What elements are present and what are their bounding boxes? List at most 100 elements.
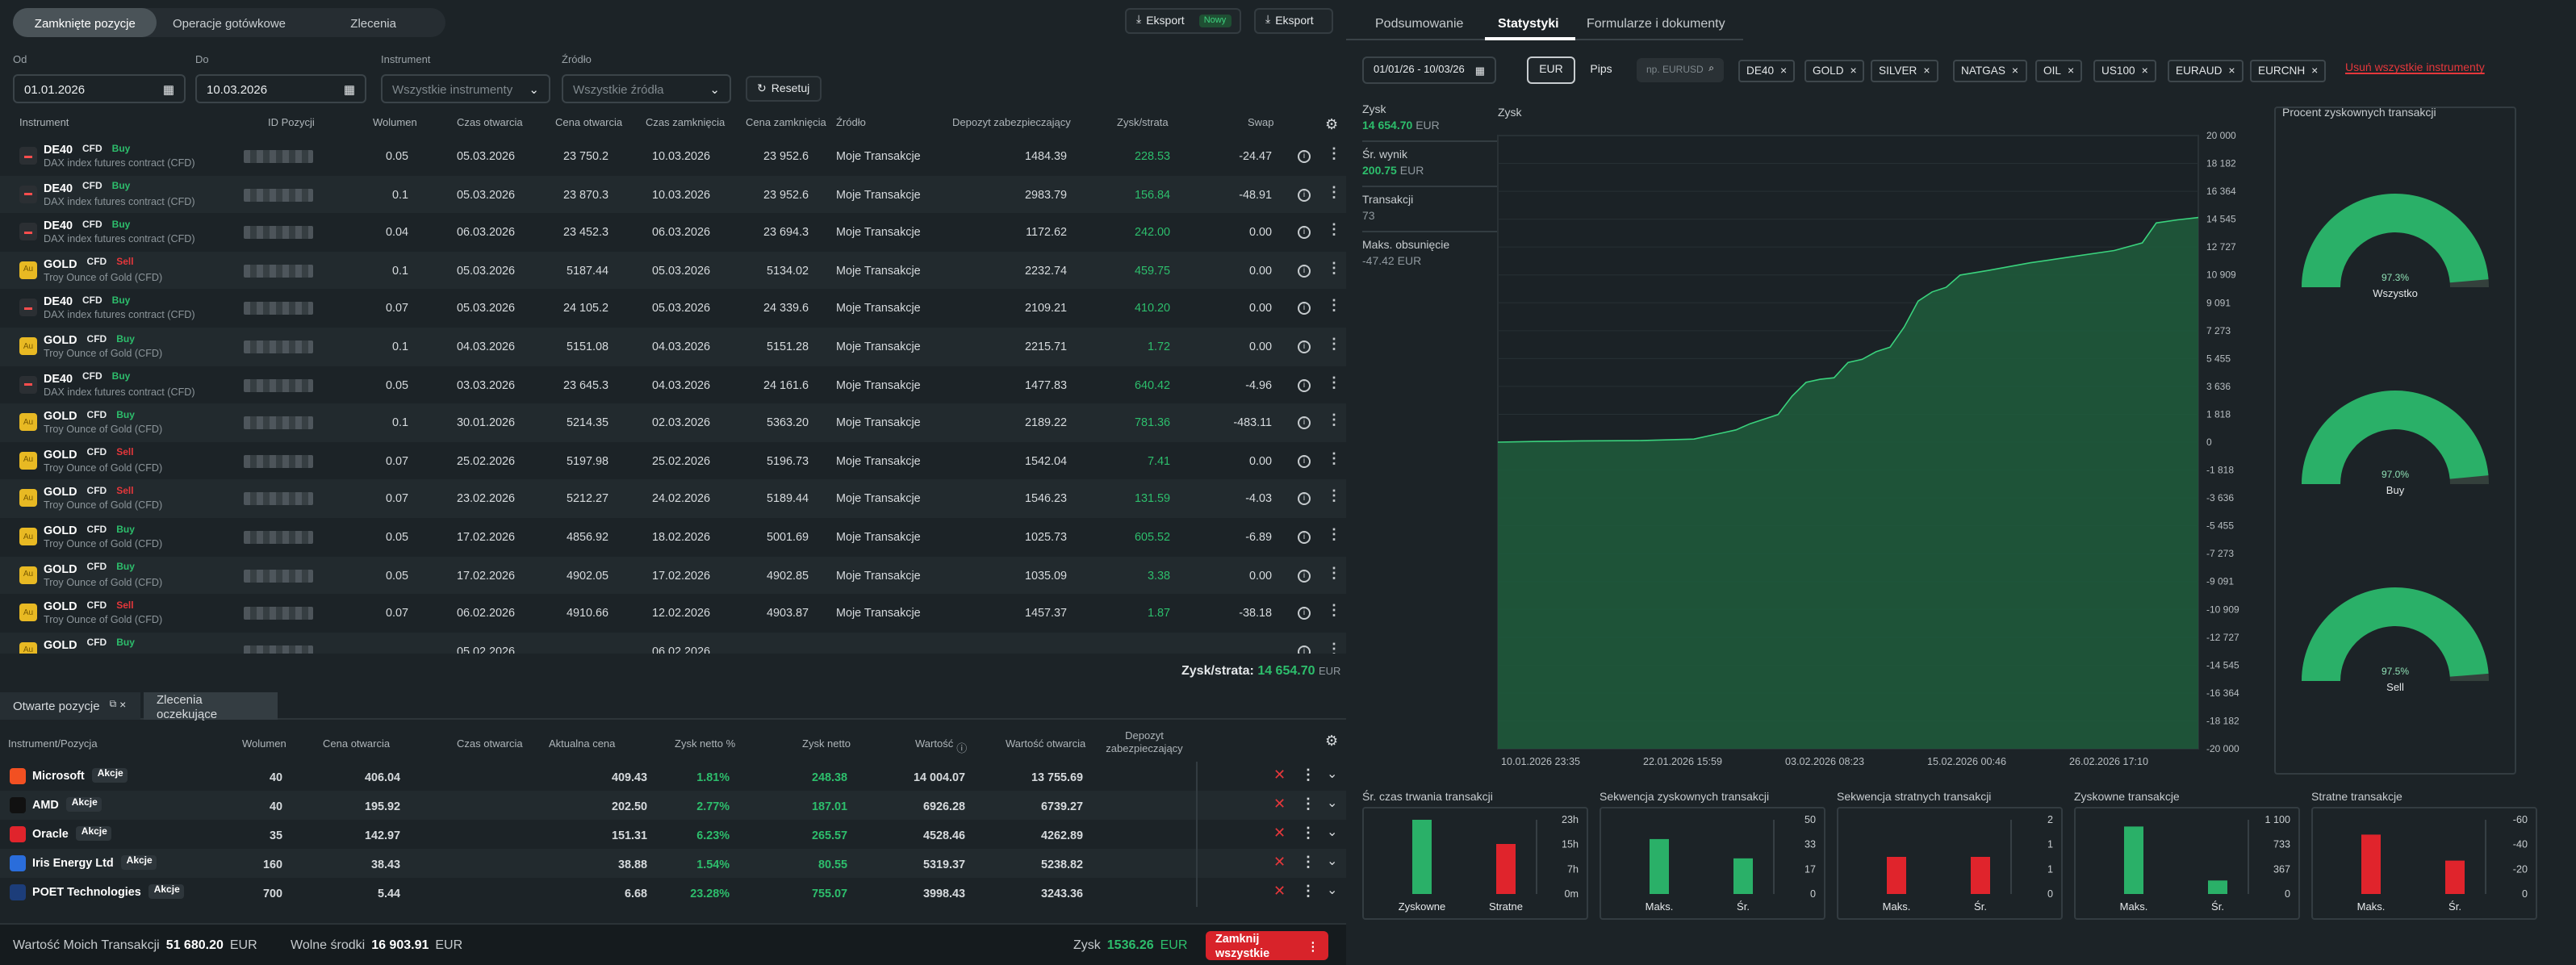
date-to-field[interactable]: 10.03.2026 ▦: [195, 74, 366, 103]
instrument-chip[interactable]: DE40 ×: [1738, 60, 1796, 82]
table-row[interactable]: ▬ DE40 CFD Buy DAX index futures contract (C…: [0, 137, 1346, 175]
remove-all-instruments-link[interactable]: Usuń wszystkie instrumenty: [2345, 63, 2485, 74]
more-icon[interactable]: ⋮: [1301, 767, 1315, 783]
tab-summary[interactable]: Podsumowanie: [1375, 16, 1464, 31]
remove-chip-icon[interactable]: ×: [2311, 65, 2319, 77]
close-position-icon[interactable]: ✕: [1273, 825, 1286, 841]
instrument-chip[interactable]: OIL ×: [2035, 60, 2083, 82]
more-icon[interactable]: ⋮: [1301, 825, 1315, 841]
unit-eur-button[interactable]: EUR: [1527, 56, 1575, 84]
instrument-chip[interactable]: US100 ×: [2093, 60, 2156, 82]
reset-button[interactable]: ↻ Resetuj: [746, 76, 822, 102]
info-icon[interactable]: i: [1298, 302, 1311, 315]
table-row[interactable]: Au GOLD CFD Buy Troy Ounce of Gold (CFD) 0.1 3…: [0, 403, 1346, 442]
table-row[interactable]: Au GOLD CFD Buy Troy Ounce of Gold (CFD) 0.1 0…: [0, 328, 1346, 366]
close-position-icon[interactable]: ✕: [1273, 796, 1286, 812]
instrument-chip[interactable]: SILVER ×: [1871, 60, 1938, 82]
more-icon[interactable]: ⋮: [1327, 145, 1341, 161]
source-select[interactable]: Wszystkie źródła ⌄: [562, 74, 731, 103]
more-icon[interactable]: ⋮: [1327, 640, 1341, 654]
more-icon[interactable]: ⋮: [1327, 297, 1341, 314]
tab-pending-orders[interactable]: Zlecenia oczekujące: [144, 691, 278, 721]
table-row[interactable]: Au GOLD CFD Sell Troy Ounce of Gold (CFD) 0.0…: [0, 594, 1346, 632]
unit-pips-button[interactable]: Pips: [1590, 65, 1612, 76]
remove-chip-icon[interactable]: ×: [1780, 65, 1788, 77]
chevron-down-icon[interactable]: ⌄: [1327, 854, 1338, 868]
info-icon[interactable]: i: [1298, 607, 1311, 620]
open-position-row[interactable]: Oracle Akcje 35 142.97 151.31 6.23% 265.57 4528…: [0, 820, 1346, 849]
detach-icon[interactable]: ⧉: [109, 700, 117, 710]
table-row[interactable]: Au GOLD CFD Buy Troy Ounce of Gold (CFD) 0.05…: [0, 518, 1346, 556]
close-position-icon[interactable]: ✕: [1273, 767, 1286, 783]
instrument-chip[interactable]: NATGAS ×: [1953, 60, 2027, 82]
info-icon[interactable]: i: [1298, 150, 1311, 163]
table-row[interactable]: Au GOLD CFD Buy 05.02.2026 06.02.2026 i ⋮: [0, 632, 1346, 654]
remove-chip-icon[interactable]: ×: [1923, 65, 1930, 77]
date-range-field[interactable]: 01/01/26 - 10/03/26 ▦: [1362, 56, 1496, 84]
more-icon[interactable]: ⋮: [1327, 526, 1341, 542]
more-icon[interactable]: ⋮: [1327, 259, 1341, 276]
info-icon[interactable]: i: [1298, 226, 1311, 240]
info-icon[interactable]: i: [1298, 416, 1311, 430]
close-position-icon[interactable]: ✕: [1273, 854, 1286, 870]
date-from-field[interactable]: 01.01.2026 ▦: [13, 74, 186, 103]
tab-forms-documents[interactable]: Formularze i dokumenty: [1587, 16, 1725, 31]
more-icon[interactable]: ⋮: [1327, 564, 1341, 581]
info-icon[interactable]: i: [1298, 645, 1311, 654]
more-icon[interactable]: ⋮: [1301, 883, 1315, 899]
tab-orders[interactable]: Zlecenia: [350, 15, 396, 30]
more-icon[interactable]: ⋮: [1327, 411, 1341, 428]
tab-statistics[interactable]: Statystyki: [1498, 16, 1559, 31]
table-row[interactable]: Au GOLD CFD Sell Troy Ounce of Gold (CFD) 0.0…: [0, 479, 1346, 518]
table-row[interactable]: ▬ DE40 CFD Buy DAX index futures contract (C…: [0, 213, 1346, 251]
instrument-search-input[interactable]: np. EURUSD ⌕: [1637, 58, 1724, 82]
info-icon[interactable]: i: [1298, 188, 1311, 202]
table-row[interactable]: ▬ DE40 CFD Buy DAX index futures contract (C…: [0, 366, 1346, 403]
table-row[interactable]: ▬ DE40 CFD Buy DAX index futures contract (C…: [0, 290, 1346, 328]
export-new-button[interactable]: ⤓ Eksport Nowy: [1125, 8, 1241, 34]
open-position-row[interactable]: POET Technologies Akcje 700 5.44 6.68 23.28% 7…: [0, 878, 1346, 907]
info-icon[interactable]: i: [1298, 454, 1311, 468]
remove-chip-icon[interactable]: ×: [2141, 65, 2148, 77]
tab-open-positions[interactable]: Otwarte pozycje ⧉ ×: [0, 692, 140, 720]
close-position-icon[interactable]: ✕: [1273, 883, 1286, 899]
more-icon[interactable]: ⋮: [1327, 487, 1341, 504]
more-icon[interactable]: ⋮: [1301, 854, 1315, 870]
chevron-down-icon[interactable]: ⌄: [1327, 883, 1338, 897]
info-icon[interactable]: i: [1298, 531, 1311, 544]
table-row[interactable]: Au GOLD CFD Sell Troy Ounce of Gold (CFD) 0.1…: [0, 251, 1346, 290]
table-row[interactable]: Au GOLD CFD Buy Troy Ounce of Gold (CFD) 0.05…: [0, 556, 1346, 595]
info-icon[interactable]: i: [1298, 569, 1311, 583]
more-icon[interactable]: ⋮: [1327, 183, 1341, 200]
tab-cash-operations[interactable]: Operacje gotówkowe: [172, 15, 286, 30]
instrument-select[interactable]: Wszystkie instrumenty ⌄: [381, 74, 550, 103]
info-icon[interactable]: i: [1298, 264, 1311, 278]
instrument-chip[interactable]: EURAUD ×: [2168, 60, 2244, 82]
chevron-down-icon[interactable]: ⌄: [1327, 767, 1338, 781]
instrument-chip[interactable]: EURCNH ×: [2250, 60, 2327, 82]
info-icon[interactable]: i: [1298, 378, 1311, 392]
info-icon[interactable]: ⓘ: [956, 744, 968, 755]
close-all-button[interactable]: Zamknij wszystkie ⋮: [1206, 931, 1328, 960]
open-position-row[interactable]: Microsoft Akcje 40 406.04 409.43 1.81% 248.38 1…: [0, 762, 1346, 791]
more-icon[interactable]: ⋮: [1327, 449, 1341, 466]
info-icon[interactable]: i: [1298, 340, 1311, 353]
close-icon[interactable]: ×: [119, 700, 127, 712]
remove-chip-icon[interactable]: ×: [2228, 65, 2235, 77]
chevron-down-icon[interactable]: ⌄: [1327, 825, 1338, 839]
open-position-row[interactable]: AMD Akcje 40 195.92 202.50 2.77% 187.01 6926.28…: [0, 791, 1346, 820]
more-icon[interactable]: ⋮: [1307, 938, 1319, 953]
instrument-chip[interactable]: GOLD ×: [1804, 60, 1865, 82]
table-row[interactable]: ▬ DE40 CFD Buy DAX index futures contract (C…: [0, 175, 1346, 214]
more-icon[interactable]: ⋮: [1327, 221, 1341, 238]
remove-chip-icon[interactable]: ×: [2067, 65, 2075, 77]
more-icon[interactable]: ⋮: [1327, 374, 1341, 391]
remove-chip-icon[interactable]: ×: [2011, 65, 2019, 77]
open-position-row[interactable]: Iris Energy Ltd Akcje 160 38.43 38.88 1.54% 80…: [0, 849, 1346, 878]
more-icon[interactable]: ⋮: [1327, 602, 1341, 619]
export-button[interactable]: ⤓ Eksport: [1254, 8, 1333, 34]
info-icon[interactable]: i: [1298, 492, 1311, 506]
tab-closed-positions[interactable]: Zamknięte pozycje: [13, 8, 157, 37]
table-row[interactable]: Au GOLD CFD Sell Troy Ounce of Gold (CFD) 0.0…: [0, 442, 1346, 480]
more-icon[interactable]: ⋮: [1327, 336, 1341, 352]
